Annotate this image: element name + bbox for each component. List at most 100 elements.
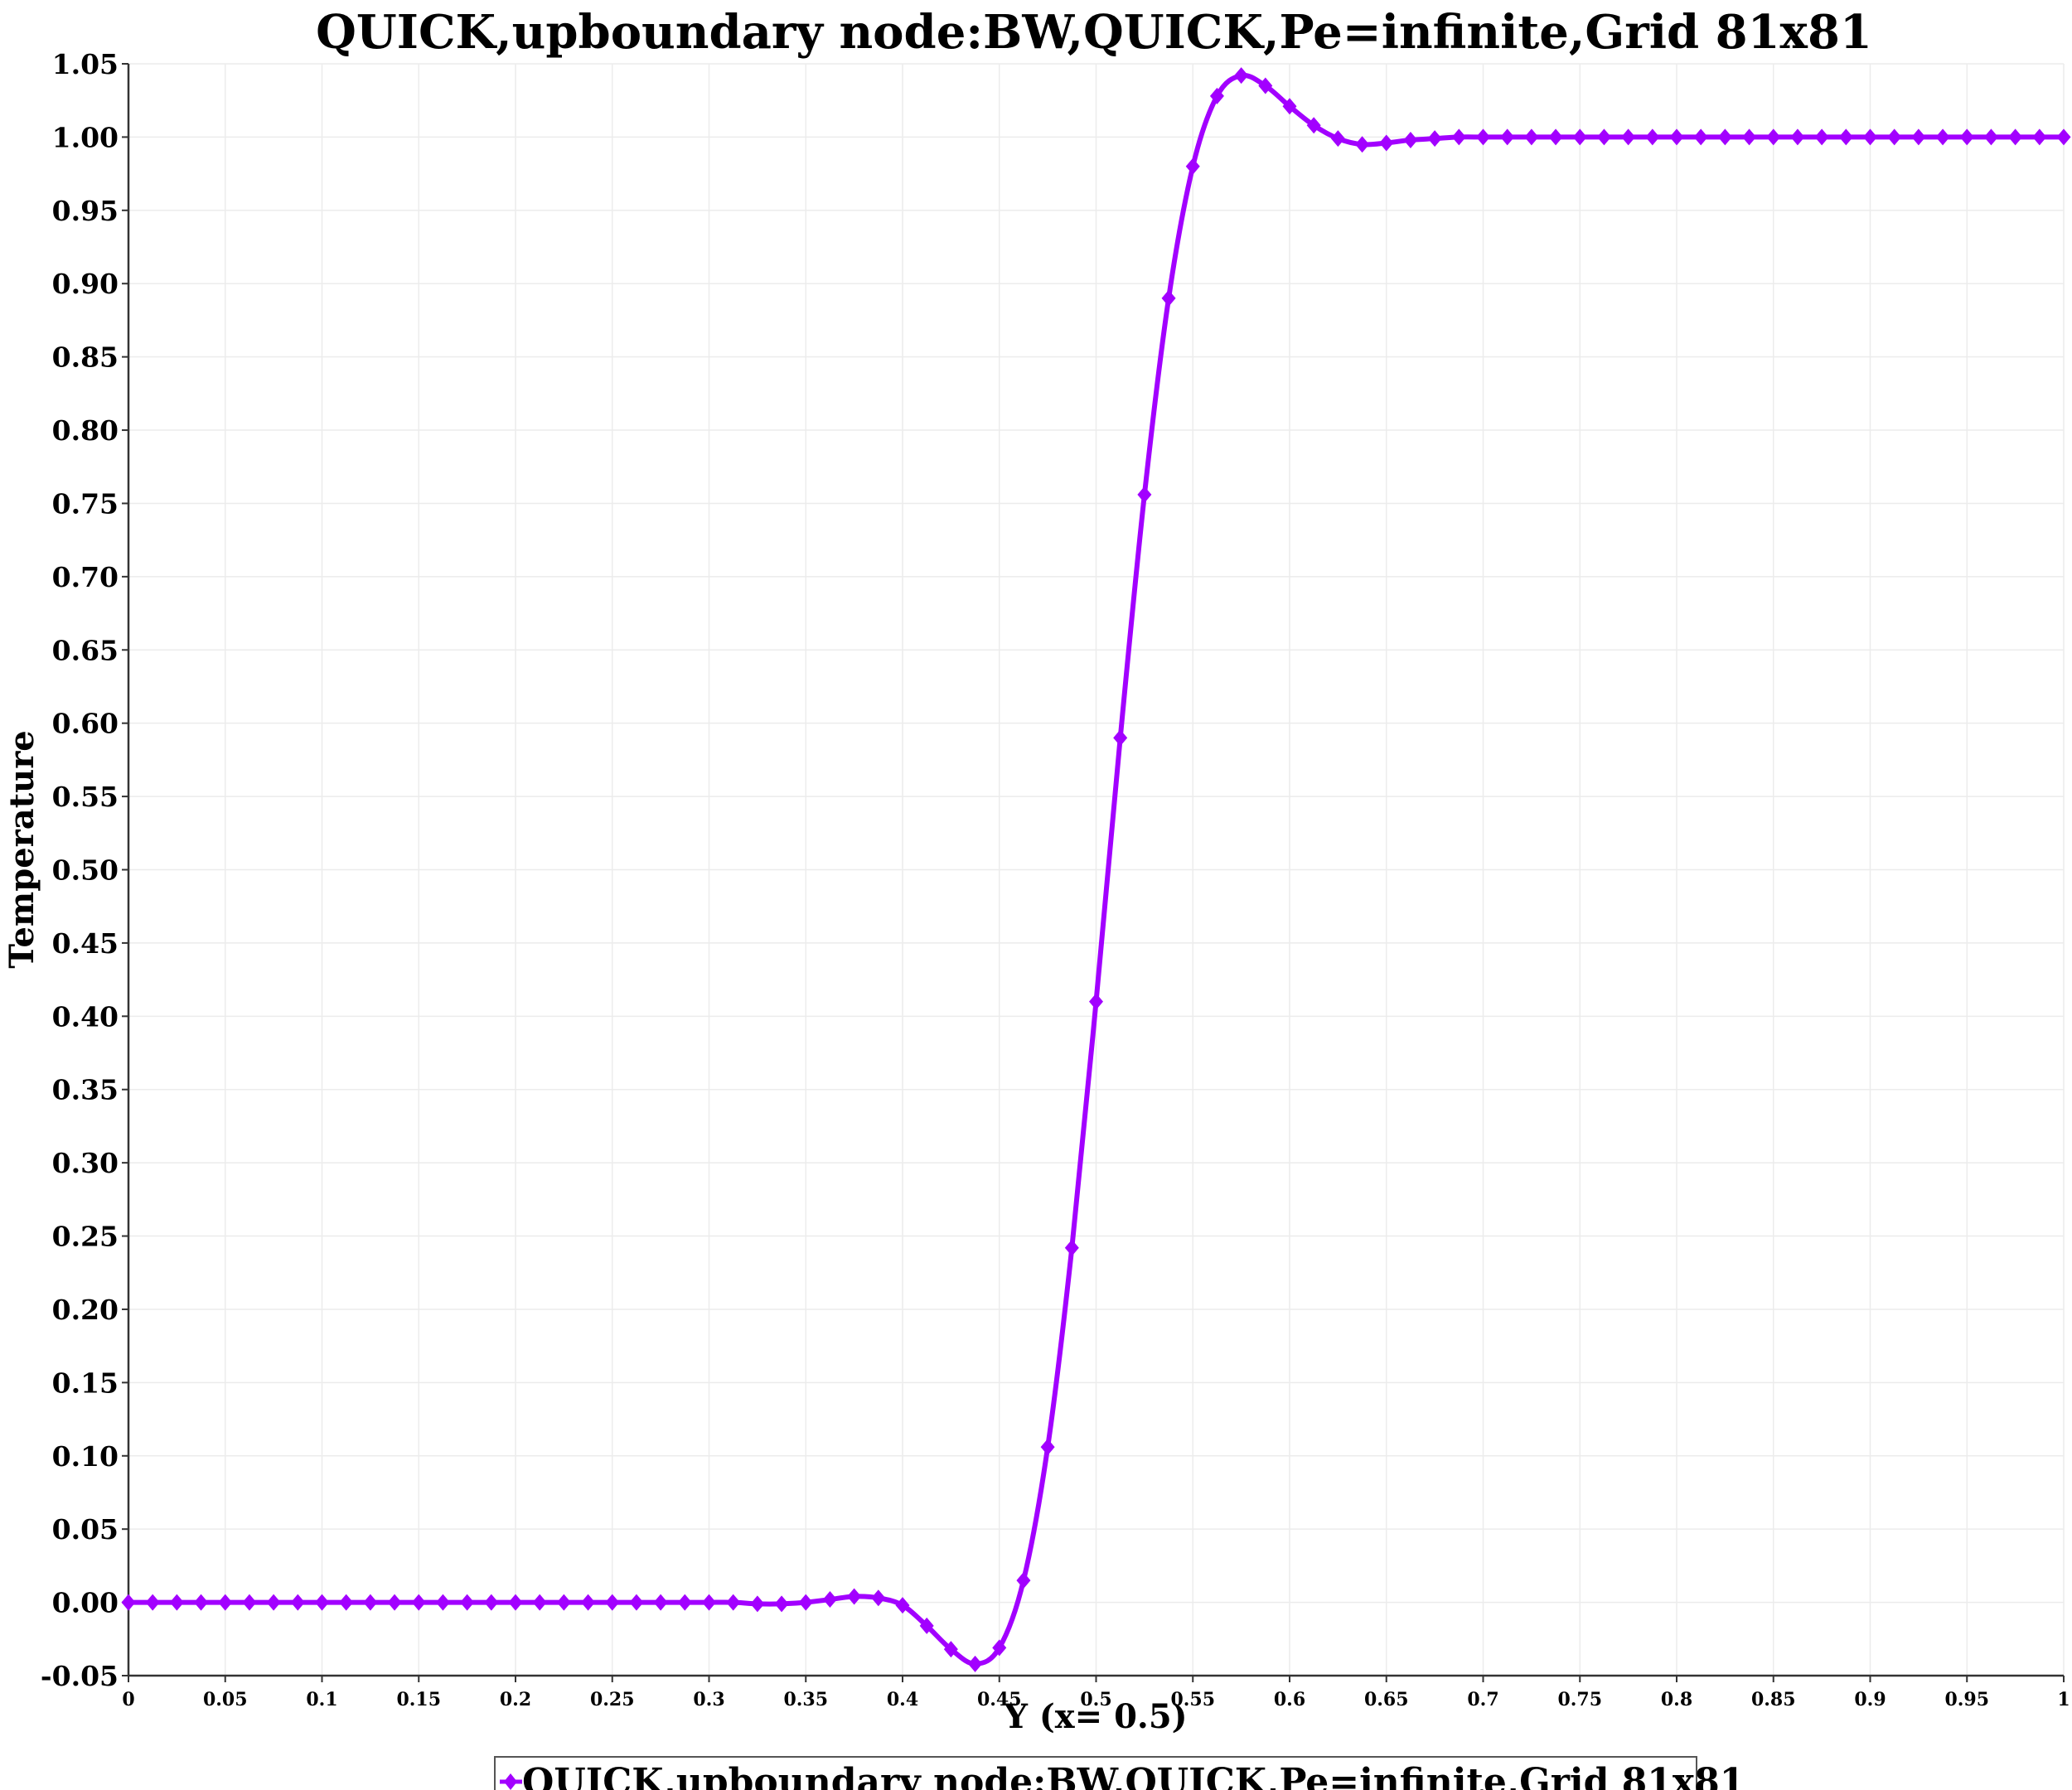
x-axis-label: Y (x= 0.5) (1003, 1697, 1187, 1736)
y-tick-label: 0.50 (52, 854, 119, 887)
data-point (1234, 67, 1249, 85)
data-point (1185, 157, 1200, 175)
x-tick-label: 0.9 (1854, 1689, 1886, 1710)
data-point (1161, 289, 1176, 307)
data-point (605, 1594, 620, 1611)
x-tick-label: 0.5 (1080, 1689, 1111, 1710)
y-tick-label: 1.05 (52, 48, 119, 80)
data-point (435, 1594, 450, 1611)
data-point (702, 1594, 716, 1611)
x-tick-label: 0.7 (1467, 1689, 1498, 1710)
data-point (726, 1594, 741, 1611)
data-point (508, 1594, 523, 1611)
y-tick-label: 1.00 (52, 121, 119, 153)
data-point (411, 1594, 426, 1611)
data-point (1137, 486, 1152, 503)
data-point (1500, 128, 1515, 146)
plot-area (121, 67, 2071, 1672)
data-point (1306, 117, 1321, 134)
data-point (145, 1594, 160, 1611)
data-point (1983, 128, 1998, 146)
data-point (2008, 128, 2023, 146)
y-tick-label: -0.05 (41, 1660, 119, 1692)
data-point (1016, 1572, 1031, 1589)
x-tick-label: 0.85 (1751, 1689, 1796, 1710)
data-point (1282, 98, 1297, 115)
data-point (1089, 993, 1103, 1010)
data-point (556, 1594, 571, 1611)
y-tick-label: 0.45 (52, 927, 119, 960)
data-point (1838, 128, 1853, 146)
data-point (460, 1594, 475, 1611)
y-tick-label: 0.00 (52, 1587, 119, 1619)
y-tick-label: 0.05 (52, 1513, 119, 1546)
data-point (1863, 128, 1877, 146)
y-axis-label: Temperature (2, 730, 41, 968)
data-point (847, 1588, 862, 1605)
data-point (943, 1641, 958, 1658)
x-tick-label: 0.4 (887, 1689, 918, 1710)
y-tick-label: 0.10 (52, 1440, 119, 1473)
data-point (1258, 77, 1273, 94)
legend-marker (504, 1773, 517, 1790)
data-point (871, 1589, 886, 1607)
data-point (532, 1594, 547, 1611)
y-tick-labels: -0.05 0.00 0.05 0.10 0.15 0.20 0.25 0.30 0.35 0.4… (41, 48, 119, 1692)
data-point (1911, 128, 1926, 146)
x-tick-label: 0.55 (1170, 1689, 1215, 1710)
data-point (194, 1594, 209, 1611)
data-point (1935, 128, 1950, 146)
data-point (1040, 1439, 1055, 1456)
data-point (581, 1594, 596, 1611)
x-tick-label: 0.2 (500, 1689, 531, 1710)
y-tick-label: 0.60 (52, 708, 119, 740)
y-tick-label: 0.30 (52, 1147, 119, 1179)
data-point (1766, 128, 1781, 146)
x-tick-label: 0.95 (1944, 1689, 1989, 1710)
data-point (1596, 128, 1611, 146)
data-point (1476, 128, 1490, 146)
chart-title: QUICK,upboundary node:BW,QUICK,Pe=infini… (316, 5, 1872, 60)
data-point (798, 1594, 813, 1611)
data-point (629, 1594, 644, 1611)
x-tick-label: 0.3 (693, 1689, 724, 1710)
data-point (1330, 130, 1345, 148)
y-tick-label: 0.20 (52, 1294, 119, 1326)
x-tick-label: 0.15 (396, 1689, 441, 1710)
data-point (1621, 128, 1636, 146)
data-point (774, 1595, 789, 1613)
data-point (677, 1594, 692, 1611)
y-tick-label: 0.75 (52, 487, 119, 520)
data-point (919, 1617, 934, 1634)
x-tick-label: 0.05 (203, 1689, 248, 1710)
y-tick-label: 0.55 (52, 781, 119, 813)
data-point (315, 1594, 329, 1611)
x-tick-label: 0.75 (1557, 1689, 1602, 1710)
data-point (1064, 1239, 1079, 1256)
legend-box (494, 1756, 1697, 1790)
x-tick-label: 0.25 (590, 1689, 635, 1710)
data-point (2032, 128, 2047, 146)
series-line (128, 72, 2064, 1667)
data-point (339, 1594, 354, 1611)
data-point (218, 1594, 233, 1611)
data-point (1548, 128, 1563, 146)
data-point (992, 1639, 1007, 1657)
data-point (1814, 128, 1829, 146)
y-tick-label: 0.90 (52, 268, 119, 300)
data-point (1742, 128, 1757, 146)
axes (122, 63, 2065, 1682)
data-point (653, 1594, 668, 1611)
data-point (1403, 131, 1418, 148)
grid (128, 63, 2065, 1676)
data-point (750, 1595, 765, 1613)
y-tick-label: 0.95 (52, 195, 119, 227)
data-point (1209, 87, 1224, 104)
data-point (290, 1594, 305, 1611)
data-point (363, 1594, 378, 1611)
data-point (169, 1594, 184, 1611)
data-point (1379, 134, 1394, 152)
data-point (1427, 130, 1442, 148)
x-tick-labels: 0 0.05 0.1 0.15 0.2 0.25 0.3 0.35 0.4 0.45 0.5 0.55… (122, 1689, 2070, 1710)
